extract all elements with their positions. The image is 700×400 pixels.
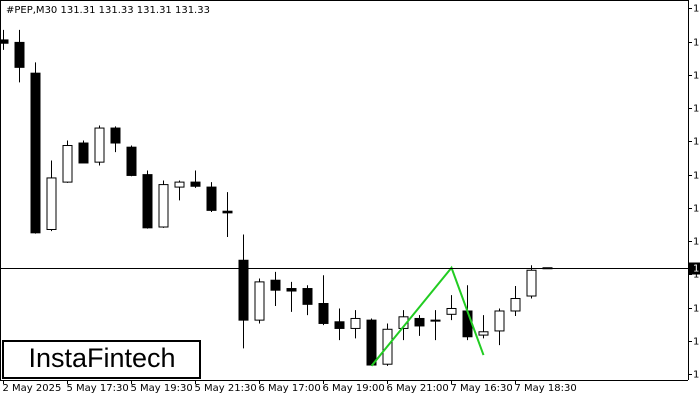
candle-body xyxy=(526,269,537,297)
candle-body xyxy=(350,317,361,329)
candle-body xyxy=(94,127,105,163)
candle-body xyxy=(446,307,457,315)
y-tick-label: 132.85 xyxy=(693,137,700,148)
candle-body xyxy=(254,281,265,321)
candle-body xyxy=(30,72,41,234)
candle-body xyxy=(174,181,185,188)
candle-body xyxy=(334,321,345,329)
y-tick-label: 134.45 xyxy=(693,4,700,15)
x-tick-label: 5 May 19:30 xyxy=(131,383,193,394)
y-tick-label: 132.05 xyxy=(693,204,700,215)
chart-title: #PEP,M30 131.31 131.33 131.31 131.33 xyxy=(6,5,210,16)
y-tick-label: 130.05 xyxy=(693,370,700,381)
candle-body xyxy=(78,142,89,164)
candle-body xyxy=(462,310,473,338)
candle-body xyxy=(110,127,121,144)
candle-body xyxy=(494,310,505,332)
y-tick-label: 131.25 xyxy=(693,270,700,281)
candle-body xyxy=(158,184,169,228)
candle-body xyxy=(318,303,329,324)
y-tick-label: 130.45 xyxy=(693,337,700,348)
candle-body xyxy=(206,186,217,211)
candle-body xyxy=(0,39,9,44)
x-tick-label: 6 May 17:00 xyxy=(259,383,321,394)
x-tick-label: 5 May 17:30 xyxy=(67,383,129,394)
candle-body xyxy=(270,279,281,291)
x-tick-label: 7 May 16:30 xyxy=(451,383,513,394)
y-tick-label: 133.25 xyxy=(693,104,700,115)
pattern-line xyxy=(370,265,485,367)
candle-body xyxy=(430,319,441,322)
y-tick-label: 131.65 xyxy=(693,237,700,248)
x-tick-label: 7 May 18:30 xyxy=(515,383,577,394)
candle-body xyxy=(14,41,25,68)
x-tick-label: 6 May 19:00 xyxy=(323,383,385,394)
candle-body xyxy=(286,288,297,292)
candle-body xyxy=(366,319,377,366)
candle-body xyxy=(414,317,425,327)
y-tick-label: 130.85 xyxy=(693,304,700,315)
x-tick-label: 6 May 21:00 xyxy=(387,383,449,394)
candle-body xyxy=(62,145,73,183)
candle-body xyxy=(222,210,233,214)
candle-body xyxy=(238,259,249,321)
x-tick-label: 2 May 2025 xyxy=(3,383,62,394)
candle-body xyxy=(190,181,201,187)
watermark-box xyxy=(2,340,201,379)
candle-body xyxy=(478,331,489,336)
candle-body xyxy=(302,288,313,305)
price-label: 131.33 xyxy=(693,264,700,275)
x-tick-label: 5 May 21:30 xyxy=(195,383,257,394)
y-tick-label: 133.65 xyxy=(693,71,700,82)
candle-body xyxy=(126,146,137,176)
candle-body xyxy=(46,177,57,230)
y-tick-label: 132.45 xyxy=(693,171,700,182)
watermark: InstaFintech xyxy=(28,343,175,373)
candle-body xyxy=(510,298,521,312)
candle-body xyxy=(142,174,153,229)
plot: 130.05 130.45 130.85 131.25 131.65 132.05 132.… xyxy=(0,4,700,394)
y-tick-label: 134.05 xyxy=(693,38,700,49)
price-label-box xyxy=(689,262,700,275)
